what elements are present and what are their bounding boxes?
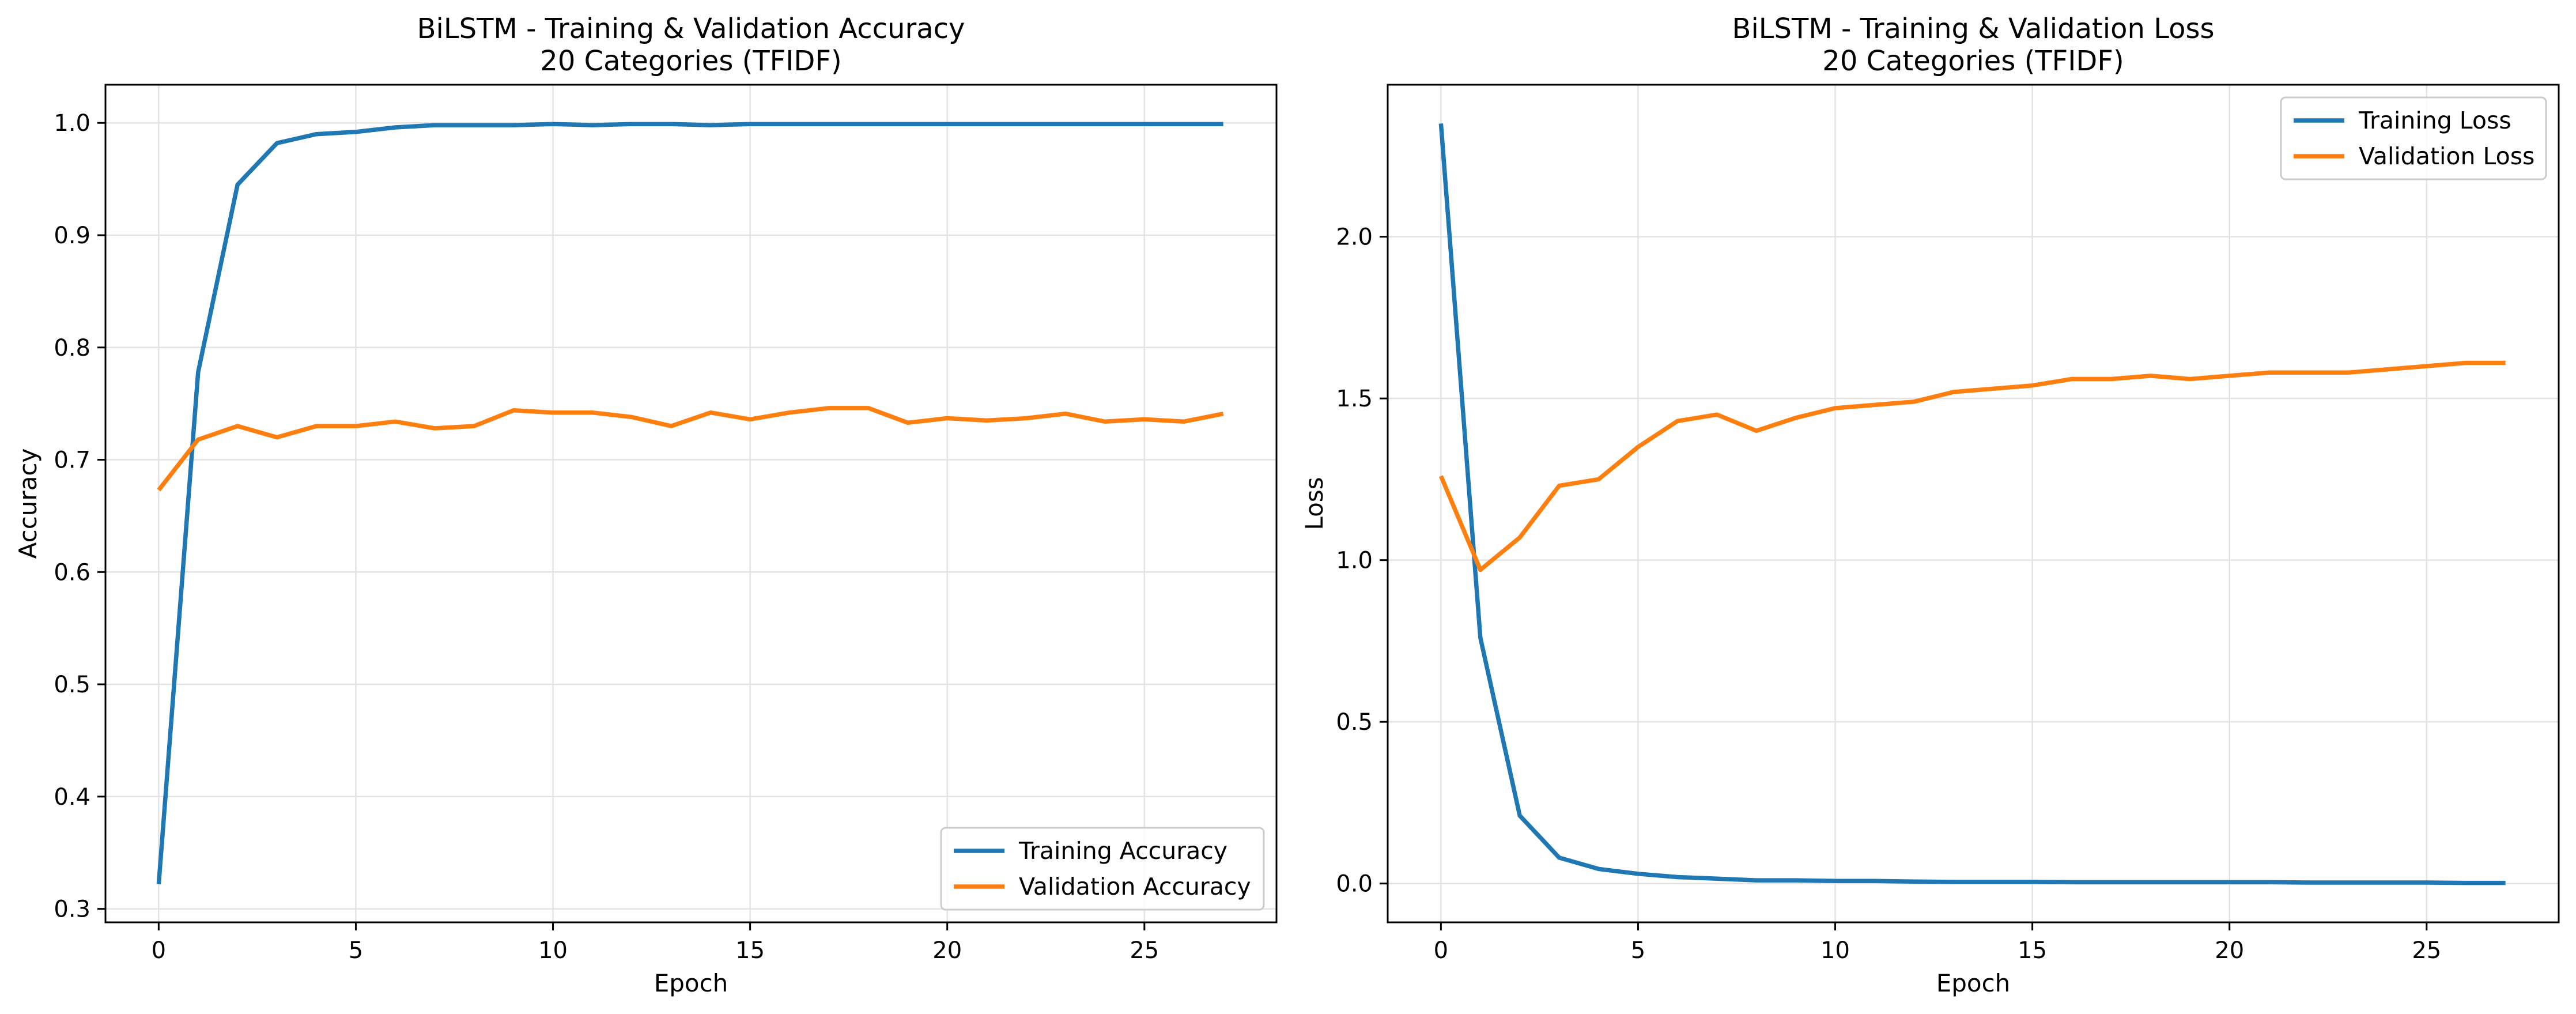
legend-label: Training Loss: [2358, 107, 2511, 134]
loss-chart: 0 5 10 15 20 25 0.0 0.5 1.0 1.5 2.0 BiLSTM - Traini…: [1300, 13, 2560, 997]
chart-title: BiLSTM - Training & Validation Loss: [1732, 13, 2215, 45]
series-line-validation-accuracy: [157, 406, 1224, 492]
chart-title: BiLSTM - Training & Validation Accuracy: [417, 13, 965, 45]
plot-frame: [1387, 84, 2560, 923]
y-axis-label: Accuracy: [14, 448, 42, 559]
chart-subtitle: 20 Categories (TFIDF): [540, 45, 841, 77]
chart-subtitle: 20 Categories (TFIDF): [1822, 45, 2124, 77]
y-tick-label: 0.5: [54, 672, 90, 698]
x-tick-label: 20: [2215, 937, 2244, 964]
y-axis-label: Loss: [1300, 477, 1328, 530]
y-tick-label: 0.6: [54, 559, 90, 586]
legend-box: [940, 827, 1265, 911]
x-tick-label: 5: [349, 937, 363, 964]
legend-label: Validation Loss: [2359, 142, 2535, 170]
x-tick-label: 5: [1631, 937, 1645, 964]
y-tick-label: 1.0: [1336, 548, 1373, 574]
y-tick-label: 0.7: [54, 447, 90, 474]
x-tick-label: 0: [1434, 937, 1448, 964]
y-tick-label: 0.4: [54, 784, 90, 811]
accuracy-chart: 0 5 10 15 20 25 0.3 0.4 0.5 0.6 0.7 0.8 0.9 1.0 BiLSTM…: [14, 13, 1278, 997]
x-tick-label: 25: [2412, 937, 2441, 964]
x-tick-label: 15: [2018, 937, 2047, 964]
y-tick-label: 0.3: [54, 896, 90, 923]
y-tick-label: 1.0: [54, 110, 90, 137]
legend: Training Accuracy Validation Accuracy: [940, 827, 1265, 911]
legend-label: Training Accuracy: [1018, 837, 1227, 865]
x-tick-label: 25: [1130, 937, 1159, 964]
y-tick-label: 2.0: [1336, 224, 1373, 251]
y-tick-label: 0.5: [1336, 709, 1373, 736]
x-axis-label: Epoch: [1936, 969, 2011, 997]
series-line-training-accuracy: [156, 122, 1223, 885]
x-tick-label: 10: [538, 937, 568, 964]
x-tick-label: 0: [152, 937, 166, 964]
series-line-training-loss: [1438, 123, 2506, 885]
x-axis-label: Epoch: [654, 969, 728, 997]
plot-frame: [104, 84, 1278, 923]
legend-box: [2280, 96, 2547, 180]
series-line-validation-loss: [1438, 360, 2506, 572]
x-tick-label: 15: [735, 937, 765, 964]
legend: Training Loss Validation Loss: [2280, 96, 2547, 180]
y-tick-label: 1.5: [1336, 386, 1373, 412]
x-tick-label: 20: [932, 937, 962, 964]
y-tick-label: 0.8: [54, 335, 90, 361]
legend-label: Validation Accuracy: [1019, 873, 1251, 900]
y-tick-label: 0.9: [54, 223, 90, 249]
x-tick-label: 10: [1820, 937, 1850, 964]
y-tick-label: 0.0: [1336, 871, 1373, 898]
